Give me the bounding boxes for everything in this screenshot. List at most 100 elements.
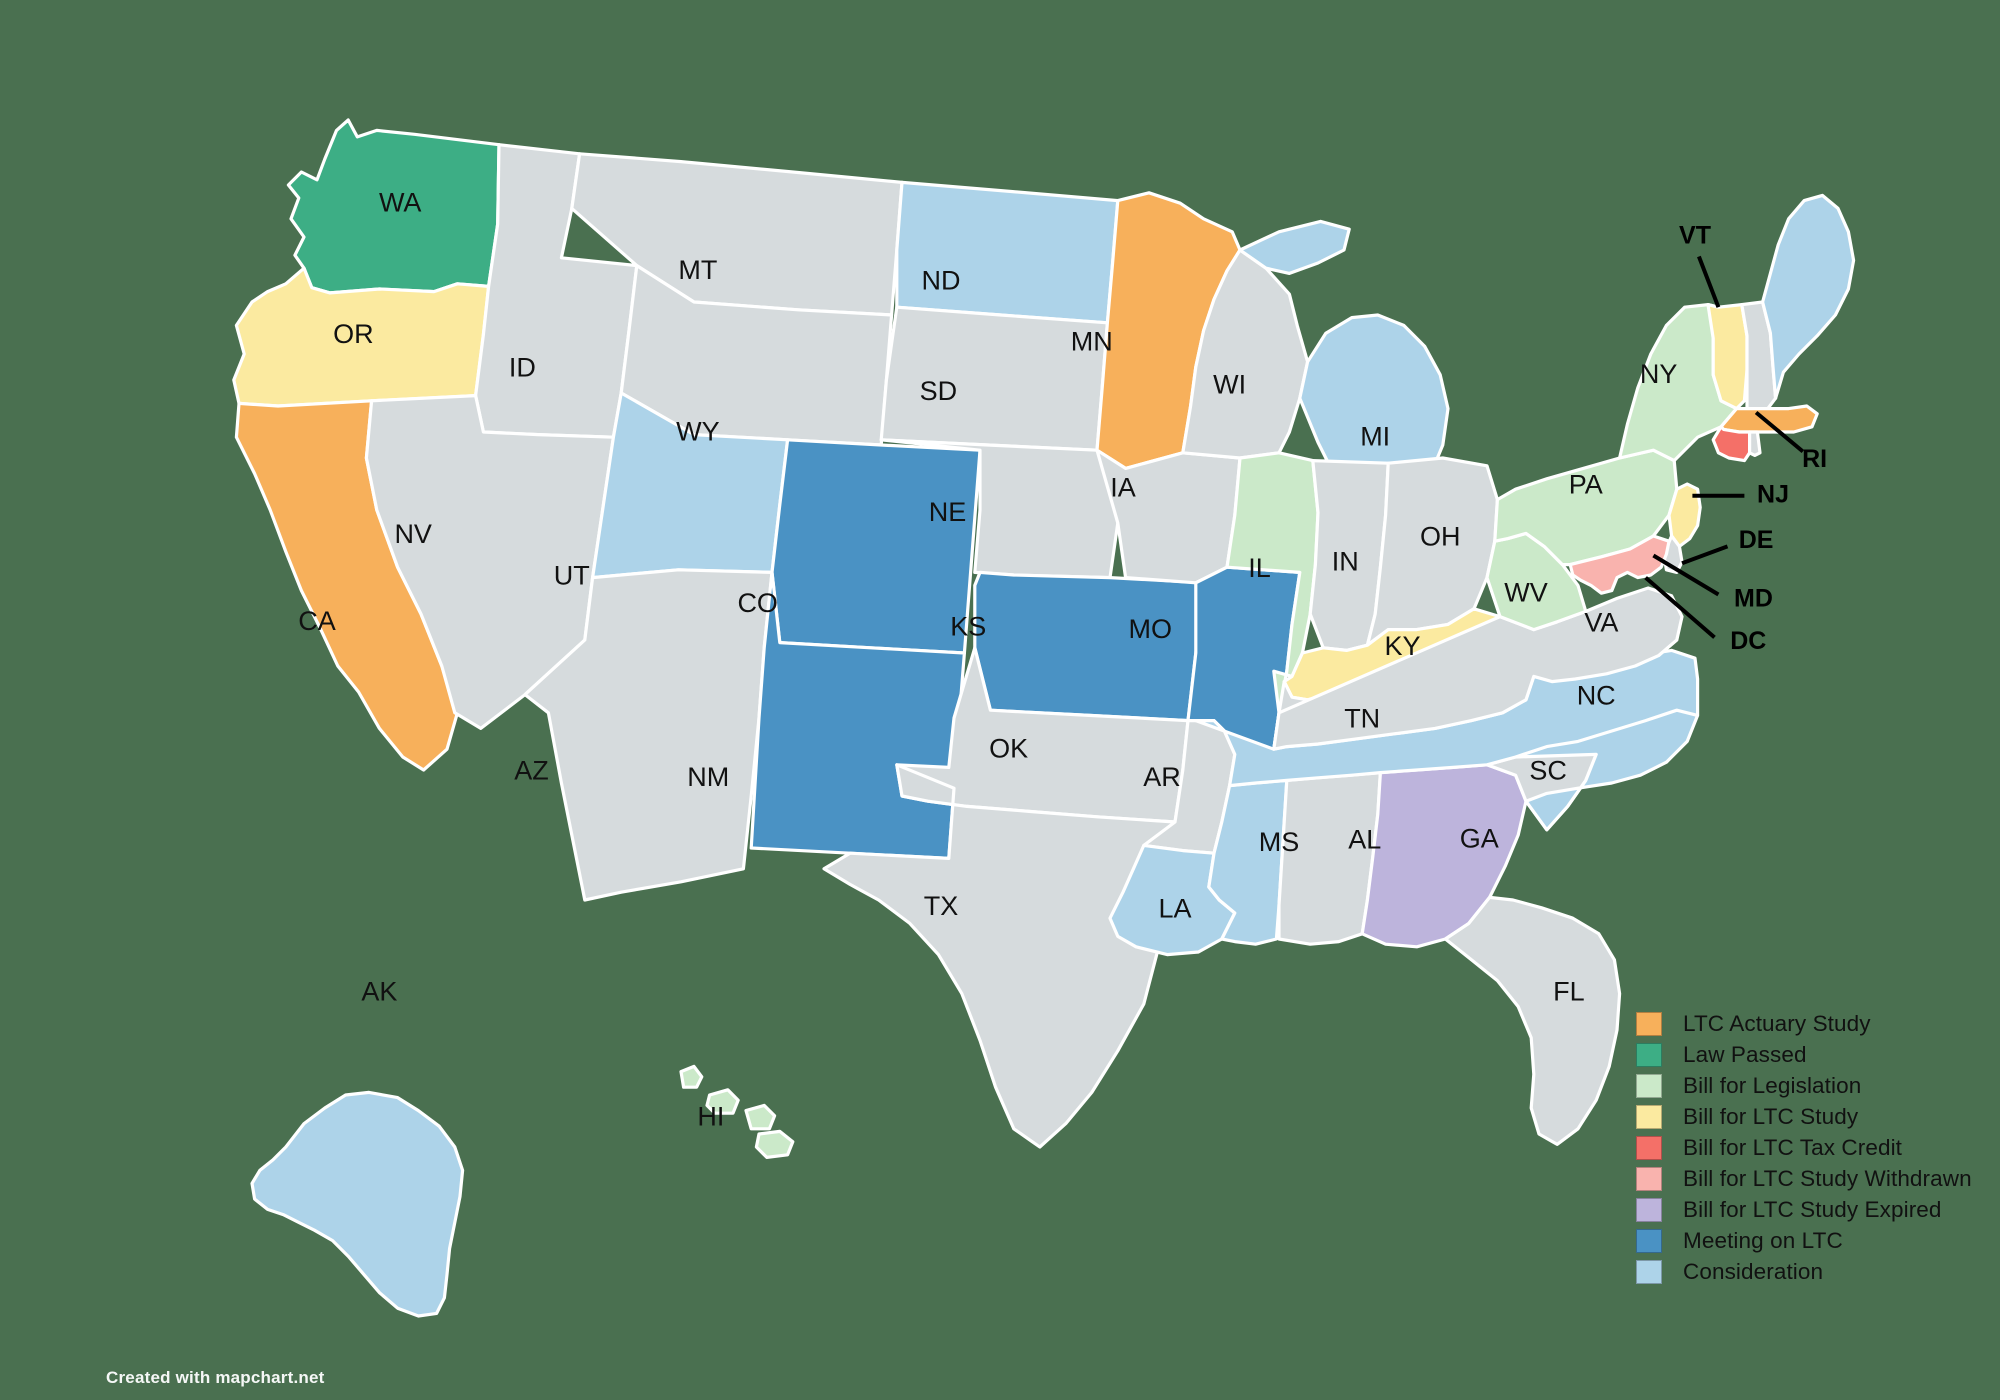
state-hi[interactable] <box>679 1064 795 1159</box>
state-label-wv: WV <box>1504 578 1548 608</box>
legend-swatch-bill-for-ltc-study-withdrawn <box>1636 1166 1662 1191</box>
state-label-mn: MN <box>1071 327 1113 357</box>
state-label-in: IN <box>1332 546 1359 576</box>
state-nj[interactable] <box>1667 482 1702 548</box>
state-fl[interactable] <box>1443 895 1622 1146</box>
state-label-ok: OK <box>989 734 1028 764</box>
state-label-ne: NE <box>929 497 967 527</box>
legend-item-bill-for-ltc-study-withdrawn[interactable]: Bill for LTC Study Withdrawn <box>1636 1163 1972 1194</box>
state-label-or: OR <box>333 319 374 349</box>
state-co[interactable] <box>770 438 982 655</box>
state-label-ga: GA <box>1460 823 1499 853</box>
state-label-nd: ND <box>922 266 961 296</box>
state-label-il: IL <box>1248 553 1271 583</box>
legend-swatch-consideration <box>1636 1259 1662 1284</box>
state-label-oh: OH <box>1420 522 1461 552</box>
state-label-wa: WA <box>379 188 422 218</box>
legend-item-meeting-on-ltc[interactable]: Meeting on LTC <box>1636 1225 1972 1256</box>
state-label-mi: MI <box>1360 422 1390 452</box>
state-label-tx: TX <box>924 891 959 921</box>
state-label-ca: CA <box>298 606 336 636</box>
state-label-ks: KS <box>950 611 986 641</box>
state-ks[interactable] <box>973 570 1206 723</box>
legend-item-bill-for-ltc-study-expired[interactable]: Bill for LTC Study Expired <box>1636 1194 1972 1225</box>
state-label-wy: WY <box>676 416 720 446</box>
state-label-id: ID <box>509 353 536 383</box>
state-label-pa: PA <box>1569 470 1603 500</box>
legend-label-consideration: Consideration <box>1683 1258 1824 1284</box>
legend-label-ltc-actuary-study: LTC Actuary Study <box>1683 1010 1871 1036</box>
state-ri[interactable] <box>1748 430 1762 457</box>
state-nv[interactable] <box>364 394 615 730</box>
state-label-la: LA <box>1158 894 1191 924</box>
state-label-va: VA <box>1584 608 1618 638</box>
callout-leader-vt <box>1697 255 1721 308</box>
state-tx[interactable] <box>822 763 1177 1149</box>
state-vt[interactable] <box>1706 303 1749 411</box>
state-label-ny: NY <box>1640 359 1678 389</box>
state-label-sd: SD <box>920 376 958 406</box>
legend-label-bill-for-ltc-study-withdrawn: Bill for LTC Study Withdrawn <box>1683 1165 1972 1191</box>
state-label-wi: WI <box>1213 370 1246 400</box>
legend-swatch-bill-for-ltc-tax-credit <box>1636 1135 1662 1160</box>
state-label-tn: TN <box>1344 704 1380 734</box>
legend-label-bill-for-ltc-study: Bill for LTC Study <box>1683 1103 1859 1129</box>
state-label-az: AZ <box>514 756 549 786</box>
legend-label-bill-for-ltc-study-expired: Bill for LTC Study Expired <box>1683 1196 1942 1222</box>
state-ct[interactable] <box>1711 425 1752 463</box>
state-label-sc: SC <box>1529 756 1567 786</box>
legend-swatch-law-passed <box>1636 1042 1662 1067</box>
legend-item-ltc-actuary-study[interactable]: LTC Actuary Study <box>1636 1008 1972 1039</box>
legend-swatch-meeting-on-ltc <box>1636 1228 1662 1253</box>
callout-leader-md <box>1652 553 1720 597</box>
callout-leader-de <box>1681 544 1729 566</box>
state-label-mt: MT <box>678 255 717 285</box>
state-label-fl: FL <box>1553 977 1585 1007</box>
legend-label-bill-for-legislation: Bill for Legislation <box>1683 1072 1862 1098</box>
callout-label-vt: VT <box>1679 222 1711 250</box>
legend-label-meeting-on-ltc: Meeting on LTC <box>1683 1227 1843 1253</box>
callout-labels-layer: VT RI NJ DE MD DC <box>1644 222 1827 655</box>
state-label-nv: NV <box>394 519 432 549</box>
callout-leader-ri <box>1754 410 1805 454</box>
callout-label-ri: RI <box>1802 445 1827 473</box>
callout-label-md: MD <box>1734 584 1773 612</box>
callout-label-dc: DC <box>1730 627 1766 655</box>
legend-swatch-ltc-actuary-study <box>1636 1011 1662 1036</box>
legend-label-law-passed: Law Passed <box>1683 1041 1807 1067</box>
legend-item-law-passed[interactable]: Law Passed <box>1636 1039 1972 1070</box>
legend-swatch-bill-for-ltc-study-expired <box>1636 1197 1662 1222</box>
legend-label-bill-for-ltc-tax-credit: Bill for LTC Tax Credit <box>1683 1134 1903 1160</box>
state-label-mo: MO <box>1129 614 1173 644</box>
legend-swatch-bill-for-legislation <box>1636 1073 1662 1098</box>
state-ak[interactable] <box>250 1090 465 1318</box>
legend-item-bill-for-ltc-tax-credit[interactable]: Bill for LTC Tax Credit <box>1636 1132 1972 1163</box>
callout-leader-dc <box>1644 576 1716 639</box>
state-label-hi: HI <box>697 1102 724 1132</box>
state-label-co: CO <box>737 588 778 618</box>
state-nd[interactable] <box>895 180 1120 325</box>
state-label-ky: KY <box>1384 631 1420 661</box>
state-label-nm: NM <box>687 762 729 792</box>
state-label-ak: AK <box>361 977 397 1007</box>
map-legend: LTC Actuary Study Law Passed Bill for Legi… <box>1636 1008 1972 1287</box>
callout-label-de: DE <box>1739 526 1774 554</box>
state-label-ms: MS <box>1259 827 1300 857</box>
state-label-al: AL <box>1348 825 1381 855</box>
legend-item-bill-for-legislation[interactable]: Bill for Legislation <box>1636 1070 1972 1101</box>
watermark-text: Created with mapchart.net <box>106 1368 325 1387</box>
state-ma[interactable] <box>1719 404 1819 434</box>
state-label-ut: UT <box>554 561 590 591</box>
state-me[interactable] <box>1761 193 1856 400</box>
states-layer <box>232 118 1856 1318</box>
state-md[interactable] <box>1568 534 1671 595</box>
legend-swatch-bill-for-ltc-study <box>1636 1104 1662 1129</box>
state-ia[interactable] <box>1095 448 1242 585</box>
legend-item-consideration[interactable]: Consideration <box>1636 1256 1972 1287</box>
legend-item-bill-for-ltc-study[interactable]: Bill for LTC Study <box>1636 1101 1972 1132</box>
state-label-nc: NC <box>1577 680 1616 710</box>
state-label-ar: AR <box>1143 762 1181 792</box>
state-label-ia: IA <box>1110 472 1136 502</box>
